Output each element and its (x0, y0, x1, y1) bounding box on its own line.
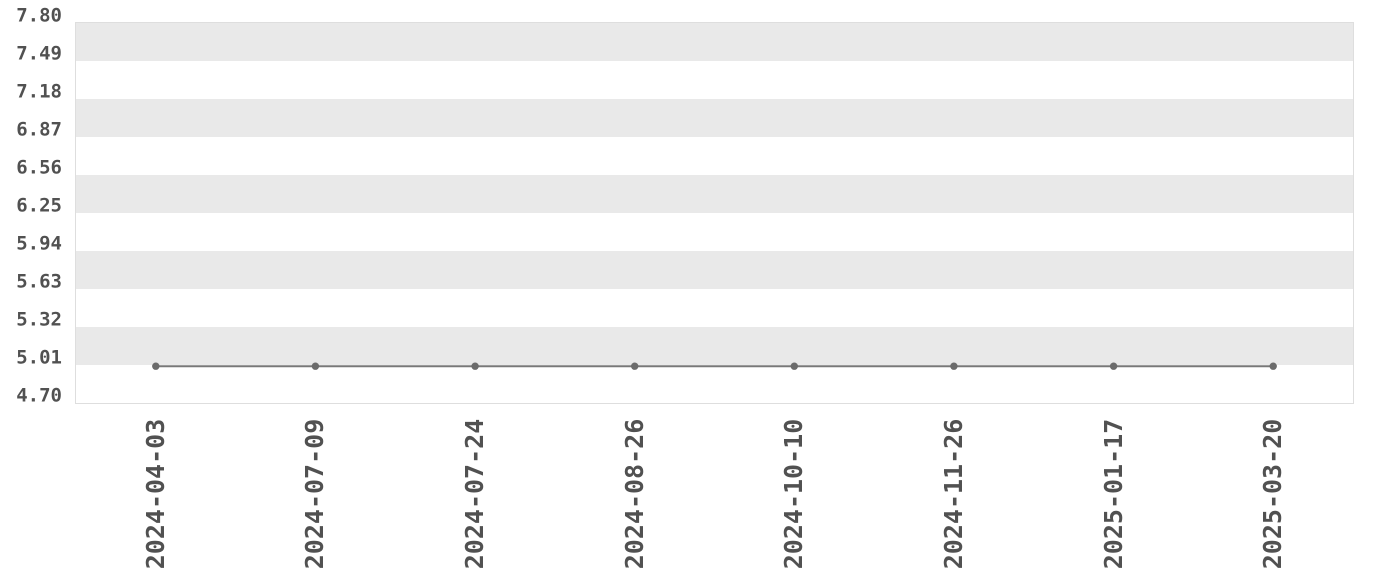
y-tick-label: 6.87 (16, 118, 62, 141)
plot-stripe (76, 175, 1353, 213)
data-point[interactable] (631, 362, 639, 370)
data-point[interactable] (152, 362, 160, 370)
plot-stripe (76, 99, 1353, 137)
x-tick-label: 2024-11-26 (938, 418, 968, 570)
y-tick-label: 7.18 (16, 80, 62, 103)
plot-stripe (76, 251, 1353, 289)
plot-stripe (76, 61, 1353, 99)
y-tick-label: 5.01 (16, 346, 62, 369)
plot-stripe (76, 327, 1353, 365)
y-tick-label: 7.80 (16, 4, 62, 27)
data-point[interactable] (1109, 362, 1118, 370)
data-point[interactable] (311, 362, 320, 370)
x-tick-label: 2024-10-10 (779, 418, 809, 570)
plot-stripe (76, 213, 1353, 251)
plot-area (75, 22, 1354, 404)
x-tick-label: 2024-07-09 (300, 418, 330, 570)
y-tick-label: 5.63 (16, 270, 62, 293)
y-tick-label: 5.94 (16, 232, 62, 255)
line-series (152, 362, 1277, 370)
plot-stripe (76, 23, 1353, 61)
plot-stripe (76, 365, 1353, 403)
x-tick-label: 2025-01-17 (1098, 418, 1128, 570)
y-tick-label: 6.25 (16, 194, 62, 217)
data-point[interactable] (471, 362, 479, 370)
x-tick-label: 2024-08-26 (619, 418, 649, 570)
data-point[interactable] (950, 362, 958, 370)
x-tick-label: 2024-04-03 (140, 418, 170, 570)
x-tick-label: 2024-07-24 (460, 418, 490, 570)
data-point[interactable] (1269, 362, 1277, 370)
y-tick-label: 7.49 (16, 42, 62, 65)
y-tick-label: 4.70 (16, 384, 62, 407)
plot-stripe (76, 289, 1353, 327)
data-point[interactable] (790, 362, 798, 370)
y-tick-label: 6.56 (16, 156, 62, 179)
y-tick-label: 5.32 (16, 308, 62, 331)
x-tick-label: 2025-03-20 (1258, 418, 1288, 570)
plot-stripe (76, 137, 1353, 175)
